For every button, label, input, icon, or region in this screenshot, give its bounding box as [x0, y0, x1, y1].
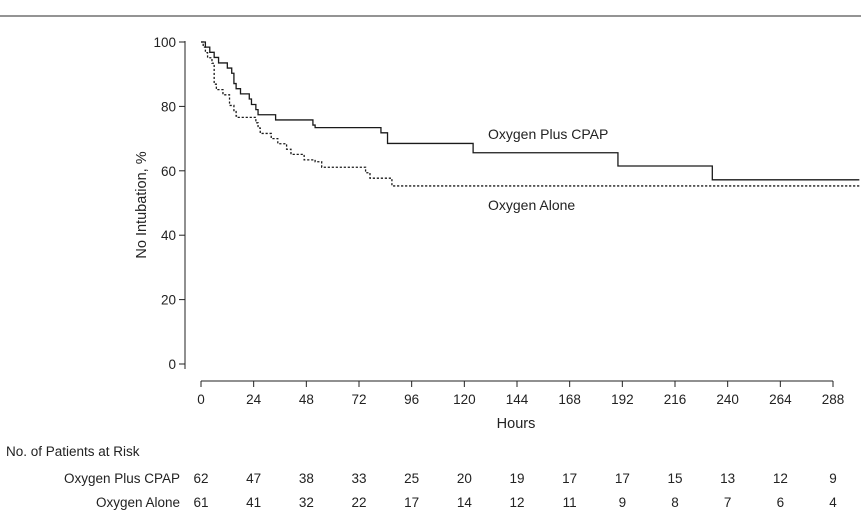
x-tick-group: 0 24 48 72 96 120 144 168 192 216 240 264 288 — [197, 381, 844, 407]
series-lines — [201, 41, 860, 187]
risk-value: 17 — [562, 471, 577, 486]
risk-value: 12 — [773, 471, 788, 486]
risk-value: 38 — [299, 471, 314, 486]
x-tick-label: 24 — [246, 392, 262, 407]
y-axis-title: No Intubation, % — [134, 151, 150, 258]
x-tick-label: 120 — [453, 392, 476, 407]
y-tick-label: 100 — [153, 35, 176, 50]
risk-value: 19 — [509, 471, 524, 486]
x-tick-label: 96 — [404, 392, 419, 407]
risk-value: 47 — [246, 471, 261, 486]
risk-value: 25 — [404, 471, 419, 486]
series-line-oxygen-plus-cpap — [201, 41, 860, 181]
risk-value: 61 — [193, 495, 208, 510]
y-tick-label: 0 — [168, 357, 176, 372]
risk-value: 11 — [563, 495, 577, 510]
risk-value: 6 — [777, 495, 785, 510]
risk-value: 17 — [404, 495, 419, 510]
risk-value: 14 — [457, 495, 473, 510]
x-tick-label: 168 — [558, 392, 581, 407]
risk-value: 9 — [829, 471, 837, 486]
risk-value: 4 — [829, 495, 837, 510]
x-tick-label: 264 — [769, 392, 792, 407]
series-label-oxygen-alone: Oxygen Alone — [488, 197, 575, 213]
risk-value: 9 — [619, 495, 627, 510]
series-label-oxygen-plus-cpap: Oxygen Plus CPAP — [488, 126, 608, 142]
risk-value: 7 — [724, 495, 732, 510]
x-tick-label: 144 — [506, 392, 529, 407]
risk-value: 17 — [615, 471, 630, 486]
risk-value: 13 — [720, 471, 735, 486]
risk-value: 32 — [299, 495, 314, 510]
y-tick-group: 0 20 40 60 80 100 — [153, 35, 185, 372]
risk-value: 8 — [671, 495, 679, 510]
y-tick-label: 20 — [161, 293, 176, 308]
risk-table-values: 62 47 38 33 25 20 19 17 17 15 13 12 961 41 32 22 17 14 12 1… — [193, 471, 837, 510]
risk-value: 62 — [193, 471, 208, 486]
risk-value: 22 — [351, 495, 366, 510]
risk-value: 33 — [351, 471, 366, 486]
x-tick-label: 240 — [716, 392, 739, 407]
x-tick-label: 72 — [351, 392, 366, 407]
y-tick-label: 60 — [161, 164, 176, 179]
x-tick-label: 216 — [664, 392, 687, 407]
y-tick-label: 40 — [161, 228, 176, 243]
x-tick-label: 192 — [611, 392, 634, 407]
x-tick-label: 288 — [822, 392, 845, 407]
risk-row-label-oxygen-alone: Oxygen Alone — [96, 495, 180, 510]
risk-value: 12 — [509, 495, 524, 510]
risk-row-label-oxygen-plus-cpap: Oxygen Plus CPAP — [64, 471, 180, 486]
y-tick-label: 80 — [161, 99, 176, 114]
series-line-oxygen-alone — [201, 41, 860, 187]
x-axis-title: Hours — [497, 416, 536, 432]
risk-table-heading: No. of Patients at Risk — [6, 444, 140, 459]
x-tick-label: 48 — [299, 392, 314, 407]
x-tick-label: 0 — [197, 392, 205, 407]
risk-value: 20 — [457, 471, 472, 486]
risk-value: 15 — [667, 471, 682, 486]
risk-value: 41 — [246, 495, 261, 510]
